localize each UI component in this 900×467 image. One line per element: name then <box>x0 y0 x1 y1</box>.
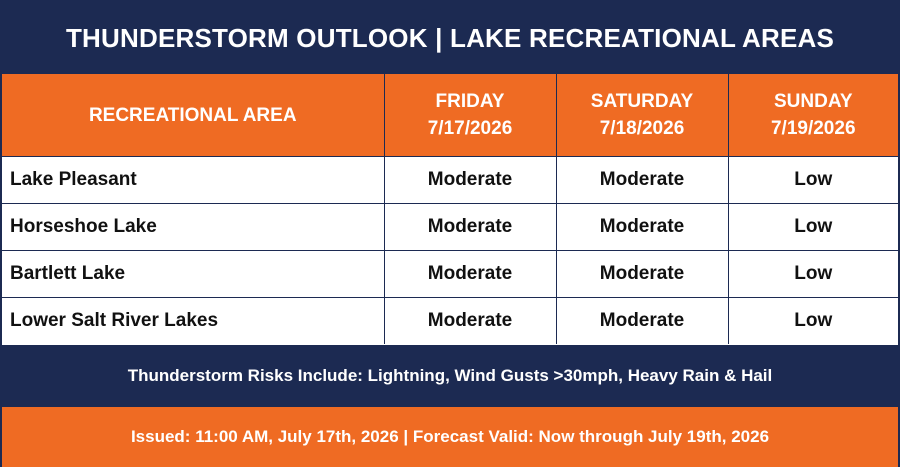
table-row: Horseshoe Lake Moderate Moderate Low <box>2 203 898 251</box>
issued-footer: Issued: 11:00 AM, July 17th, 2026 | Fore… <box>2 407 898 467</box>
risk-level: Moderate <box>383 203 556 251</box>
risk-level: Moderate <box>555 297 728 344</box>
table-row: Lake Pleasant Moderate Moderate Low <box>2 156 898 204</box>
day-date: 7/18/2026 <box>599 118 685 139</box>
column-header-area: RECREATIONAL AREA <box>2 74 384 157</box>
risk-level: Moderate <box>383 250 556 298</box>
day-name: SUNDAY <box>774 91 853 112</box>
risk-level: Low <box>727 156 898 204</box>
column-header-day: FRIDAY 7/17/2026 <box>383 74 556 157</box>
column-header-day: SUNDAY 7/19/2026 <box>727 74 898 157</box>
day-date: 7/17/2026 <box>427 118 513 139</box>
column-header-day: SATURDAY 7/18/2026 <box>555 74 728 157</box>
day-name: FRIDAY <box>435 91 505 112</box>
day-name: SATURDAY <box>590 91 694 112</box>
page-title: THUNDERSTORM OUTLOOK | LAKE RECREATIONAL… <box>2 2 898 74</box>
area-name: Bartlett Lake <box>2 250 384 298</box>
area-name: Lower Salt River Lakes <box>2 297 384 344</box>
risk-level: Moderate <box>555 156 728 204</box>
table-row: Bartlett Lake Moderate Moderate Low <box>2 250 898 298</box>
risk-level: Moderate <box>383 297 556 344</box>
risk-level: Low <box>727 297 898 344</box>
risk-summary: Thunderstorm Risks Include: Lightning, W… <box>2 345 898 407</box>
risk-level: Moderate <box>555 203 728 251</box>
outlook-table: RECREATIONAL AREA FRIDAY 7/17/2026 SATUR… <box>2 74 898 344</box>
table-header-row: RECREATIONAL AREA FRIDAY 7/17/2026 SATUR… <box>2 74 898 157</box>
table-row: Lower Salt River Lakes Moderate Moderate… <box>2 297 898 344</box>
risk-level: Moderate <box>383 156 556 204</box>
day-date: 7/19/2026 <box>770 118 856 139</box>
risk-level: Low <box>727 250 898 298</box>
area-name: Lake Pleasant <box>2 156 384 204</box>
risk-level: Low <box>727 203 898 251</box>
risk-level: Moderate <box>555 250 728 298</box>
area-name: Horseshoe Lake <box>2 203 384 251</box>
